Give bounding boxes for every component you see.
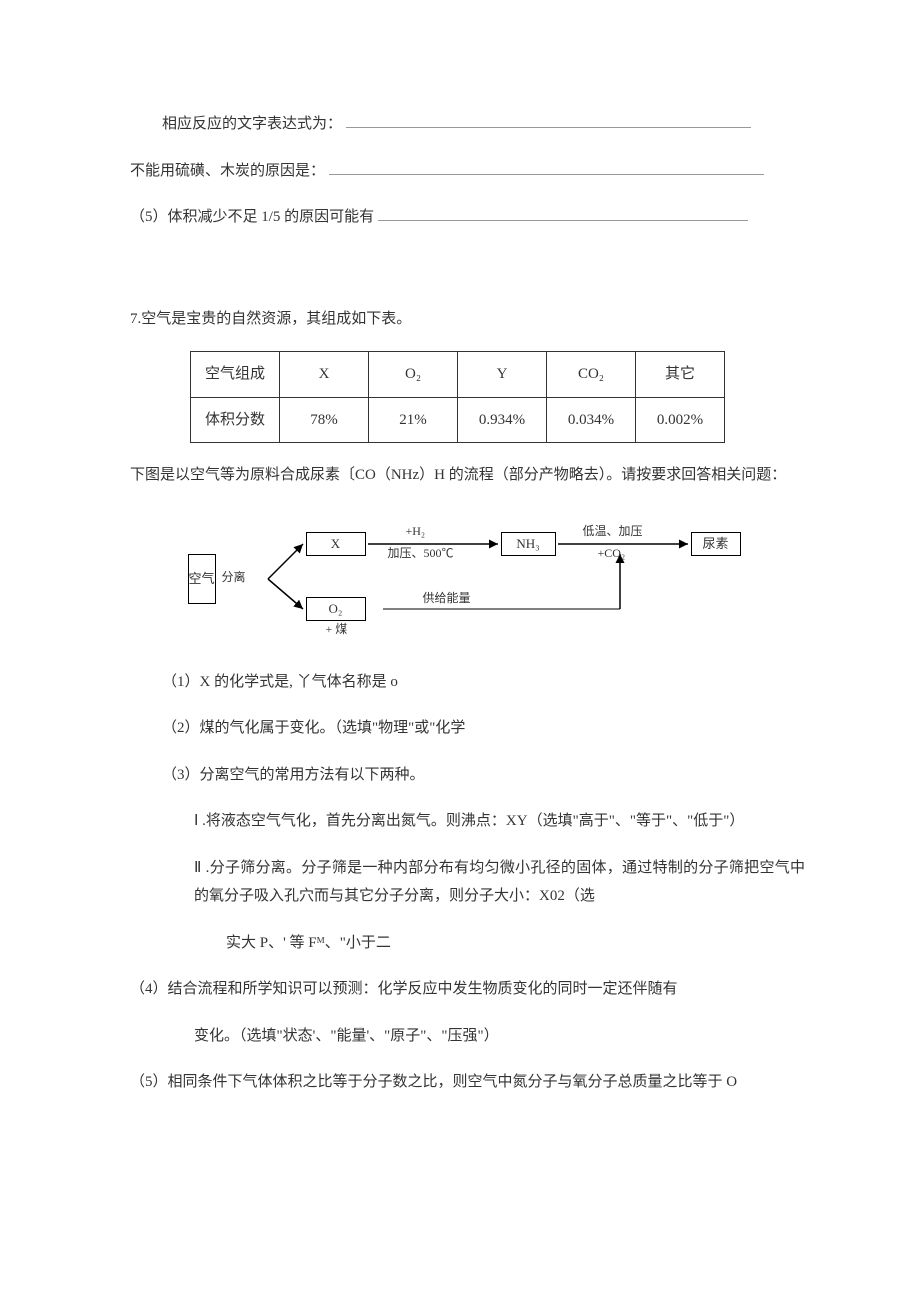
- cell: 21%: [369, 397, 458, 443]
- col-header: CO₂: [547, 352, 636, 398]
- col-header: 空气组成: [191, 352, 280, 398]
- q7-1: （1）X 的化学式是, 丫气体名称是 o: [130, 668, 805, 697]
- blank-line: [329, 158, 764, 175]
- text: 相应反应的文字表达式为：: [162, 116, 342, 132]
- flow-node-nh3: NH₃: [501, 532, 556, 556]
- blank-line: [378, 204, 748, 221]
- q7-5: （5）相同条件下气体体积之比等于分子数之比，则空气中氮分子与氧分子总质量之比等于…: [130, 1068, 805, 1097]
- flow-node-o2: O₂: [306, 597, 366, 621]
- flow-label-cond: 低温、加压: [583, 524, 643, 540]
- q7-4a: （4）结合流程和所学知识可以预测：化学反应中发生物质变化的同时一定还伴随有: [130, 975, 805, 1004]
- flow-label-h2: +H₂: [406, 524, 426, 540]
- q7-intro: 7.空气是宝贵的自然资源，其组成如下表。: [130, 305, 805, 334]
- page: 相应反应的文字表达式为： 不能用硫磺、木炭的原因是： （5）体积减少不足 1/5…: [0, 0, 920, 1301]
- cell: 0.002%: [636, 397, 725, 443]
- spacer: [130, 250, 805, 305]
- col-header: Y: [458, 352, 547, 398]
- table-row: 空气组成 X O₂ Y CO₂ 其它: [191, 352, 725, 398]
- flow-label-co2: +CO₂: [598, 546, 626, 562]
- flow-label-press: 加压、500℃: [388, 546, 454, 562]
- q7-4b: 变化。（选填"状态'、"能量'、"原子"、"压强"）: [130, 1022, 805, 1051]
- q7-3ii-b: 实大 P、' 等 Fᴹ、"小于二: [130, 929, 805, 958]
- col-header: O₂: [369, 352, 458, 398]
- flow-arrows: [188, 514, 748, 644]
- flow-node-urea: 尿素: [691, 532, 741, 556]
- flow-node-x: X: [306, 532, 366, 556]
- q7-3ii-a: Ⅱ .分子筛分离。分子筛是一种内部分布有均匀微小孔径的固体，通过特制的分子筛把空…: [130, 854, 805, 911]
- q7-3: （3）分离空气的常用方法有以下两种。: [130, 761, 805, 790]
- below-table-text: 下图是以空气等为原料合成尿素〔CO（NHz）H 的流程（部分产物略去）。请按要求…: [130, 461, 805, 490]
- flow-node-air: 空气: [188, 554, 216, 604]
- cell: 0.034%: [547, 397, 636, 443]
- col-header: X: [280, 352, 369, 398]
- text: 不能用硫磺、木炭的原因是：: [130, 163, 325, 179]
- text: （5）体积减少不足 1/5 的原因可能有: [130, 209, 374, 225]
- flow-label-sep: 分离: [222, 570, 246, 586]
- q7-3i: Ⅰ .将液态空气气化，首先分离出氮气。则沸点：XY（选填"高于"、"等于"、"低…: [130, 807, 805, 836]
- cell: 78%: [280, 397, 369, 443]
- table-row: 体积分数 78% 21% 0.934% 0.034% 0.002%: [191, 397, 725, 443]
- q7-2: （2）煤的气化属于变化。（选填"物理"或"化学: [130, 714, 805, 743]
- row-label: 体积分数: [191, 397, 280, 443]
- flow-label-energy: 供给能量: [423, 591, 471, 607]
- blank-line: [346, 111, 751, 128]
- q5-top: （5）体积减少不足 1/5 的原因可能有: [130, 203, 805, 232]
- composition-table: 空气组成 X O₂ Y CO₂ 其它 体积分数 78% 21% 0.934% 0…: [190, 351, 725, 443]
- flow-label-coal: + 煤: [326, 622, 348, 638]
- line-reason: 不能用硫磺、木炭的原因是：: [130, 157, 805, 186]
- line-expression: 相应反应的文字表达式为：: [130, 110, 805, 139]
- cell: 0.934%: [458, 397, 547, 443]
- flowchart: 空气 分离 X O₂ +H₂ 加压、500℃ NH₃ 低温、加压 +CO₂ 尿素…: [188, 514, 748, 644]
- col-header: 其它: [636, 352, 725, 398]
